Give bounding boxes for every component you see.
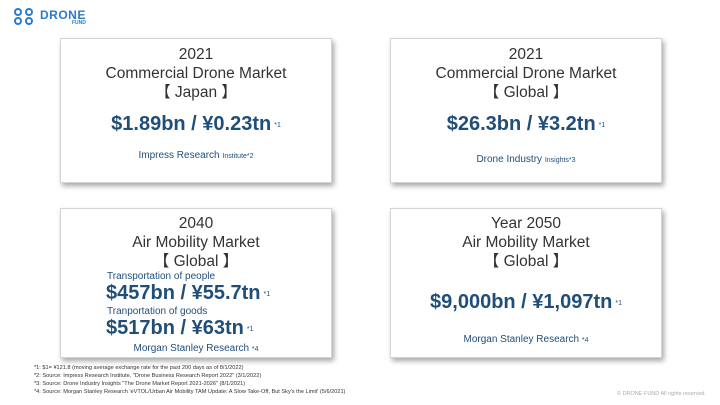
card-title: Commercial Drone Market [435, 65, 617, 82]
market-value: $9,000bn / ¥1,097tn [430, 291, 613, 313]
logo-subtext: FUND [71, 19, 86, 26]
source-label: Impress Research [138, 150, 220, 161]
source-label: Morgan Stanley Research [463, 334, 580, 345]
market-card-global-2021: 2021 Commercial Drone Market 【 Global 】 … [390, 38, 662, 183]
air-mobility-card-2050: Year 2050 Air Mobility Market 【 Global 】… [390, 208, 662, 358]
people-label: Transportation of people [107, 271, 216, 282]
card-title: Commercial Drone Market [105, 65, 287, 82]
card-region: 【 Global 】 [483, 84, 569, 101]
card-region: 【 Global 】 [153, 253, 239, 270]
source-label: Morgan Stanley Research [133, 343, 250, 354]
card-year: Year 2050 [490, 215, 562, 232]
card-title: Air Mobility Market [132, 234, 260, 251]
footnote: *3: Source: Drone Industry Insights "The… [34, 381, 246, 387]
source-ref: *4 [251, 346, 259, 353]
drone-logo-icon [14, 8, 36, 26]
card-region: 【 Japan 】 [155, 84, 237, 101]
goods-value: $517bn / ¥63tn [106, 317, 244, 339]
source-ref: *4 [581, 337, 589, 344]
card-title: Air Mobility Market [462, 234, 590, 251]
footnote-ref: *1 [274, 122, 281, 130]
drone-fund-logo: DRONE FUND [14, 8, 86, 26]
footnote: *4: Source: Morgan Stanley Research 'eVT… [34, 389, 346, 395]
footnotes: *1: $1= ¥121.8 (moving average exchange … [34, 364, 345, 396]
people-value: $457bn / ¥55.7tn [106, 282, 261, 304]
card-region: 【 Global 】 [483, 253, 569, 270]
market-value: $1.89bn / ¥0.23tn [111, 113, 272, 135]
card-year: 2040 [178, 215, 214, 232]
card-year: 2021 [178, 46, 214, 63]
source-ref: Institute*2 [222, 153, 254, 160]
market-value: $26.3bn / ¥3.2tn [446, 113, 596, 135]
footnote-ref: *1 [598, 122, 606, 130]
market-card-japan-2021: 2021 Commercial Drone Market 【 Japan 】 $… [60, 38, 332, 183]
logo-text: DRONE [40, 7, 86, 22]
copyright: © DRONE FUND All rights reserved. [616, 391, 706, 397]
card-year: 2021 [508, 46, 544, 63]
footnote: *1: $1= ¥121.8 (moving average exchange … [34, 365, 244, 371]
footnote-ref: *1 [615, 300, 622, 308]
air-mobility-card-2040: 2040 Air Mobility Market 【 Global 】 Tran… [60, 208, 332, 358]
source-label: Drone Industry [476, 154, 543, 165]
goods-label: Tranportation of goods [107, 306, 208, 317]
footnote: *2: Source: Impress Research Institute, … [34, 373, 262, 379]
footnote-ref: *1 [263, 290, 271, 298]
source-ref: Insights*3 [544, 157, 576, 164]
footnote-ref: *1 [246, 325, 254, 333]
